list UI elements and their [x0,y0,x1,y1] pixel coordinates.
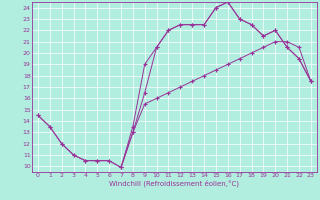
X-axis label: Windchill (Refroidissement éolien,°C): Windchill (Refroidissement éolien,°C) [109,180,239,187]
